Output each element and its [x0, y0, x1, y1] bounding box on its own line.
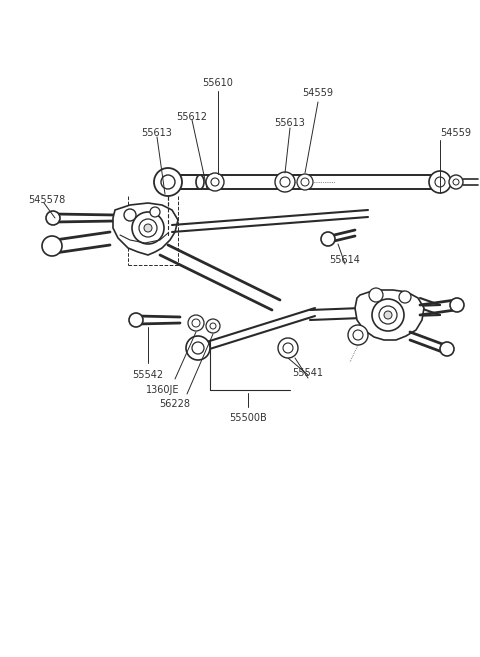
Polygon shape	[170, 175, 442, 189]
Polygon shape	[355, 290, 424, 340]
Text: 55541: 55541	[292, 368, 324, 378]
Circle shape	[297, 174, 313, 190]
Circle shape	[372, 299, 404, 331]
Circle shape	[369, 288, 383, 302]
Circle shape	[435, 177, 445, 187]
Circle shape	[139, 219, 157, 237]
Text: 54559: 54559	[302, 88, 334, 98]
Ellipse shape	[196, 175, 204, 189]
Circle shape	[206, 319, 220, 333]
Circle shape	[278, 338, 298, 358]
Text: 56228: 56228	[159, 399, 191, 409]
Circle shape	[301, 178, 309, 186]
Circle shape	[144, 224, 152, 232]
Circle shape	[46, 211, 60, 225]
Text: 545578: 545578	[28, 195, 65, 205]
Circle shape	[210, 323, 216, 329]
Circle shape	[206, 173, 224, 191]
Circle shape	[429, 171, 451, 193]
Circle shape	[275, 172, 295, 192]
Text: 54559: 54559	[440, 128, 471, 138]
Text: 55610: 55610	[203, 78, 233, 88]
Circle shape	[384, 311, 392, 319]
Circle shape	[283, 343, 293, 353]
Circle shape	[280, 177, 290, 187]
Circle shape	[161, 175, 175, 189]
Circle shape	[192, 319, 200, 327]
Circle shape	[188, 315, 204, 331]
Circle shape	[321, 232, 335, 246]
Circle shape	[450, 298, 464, 312]
Circle shape	[132, 212, 164, 244]
Text: 55542: 55542	[132, 370, 164, 380]
Circle shape	[42, 236, 62, 256]
Circle shape	[399, 291, 411, 303]
Circle shape	[353, 330, 363, 340]
Circle shape	[129, 313, 143, 327]
Text: 55612: 55612	[177, 112, 207, 122]
Circle shape	[124, 209, 136, 221]
Circle shape	[348, 325, 368, 345]
Circle shape	[449, 175, 463, 189]
Circle shape	[440, 342, 454, 356]
Text: 1360JE: 1360JE	[146, 385, 180, 395]
Circle shape	[192, 342, 204, 354]
Circle shape	[150, 207, 160, 217]
Text: 55613: 55613	[275, 118, 305, 128]
Circle shape	[379, 306, 397, 324]
Circle shape	[211, 178, 219, 186]
Circle shape	[154, 168, 182, 196]
Circle shape	[453, 179, 459, 185]
Polygon shape	[113, 203, 178, 255]
Text: 55613: 55613	[142, 128, 172, 138]
Text: 55500B: 55500B	[229, 413, 267, 423]
Text: 55614: 55614	[330, 255, 360, 265]
Circle shape	[186, 336, 210, 360]
